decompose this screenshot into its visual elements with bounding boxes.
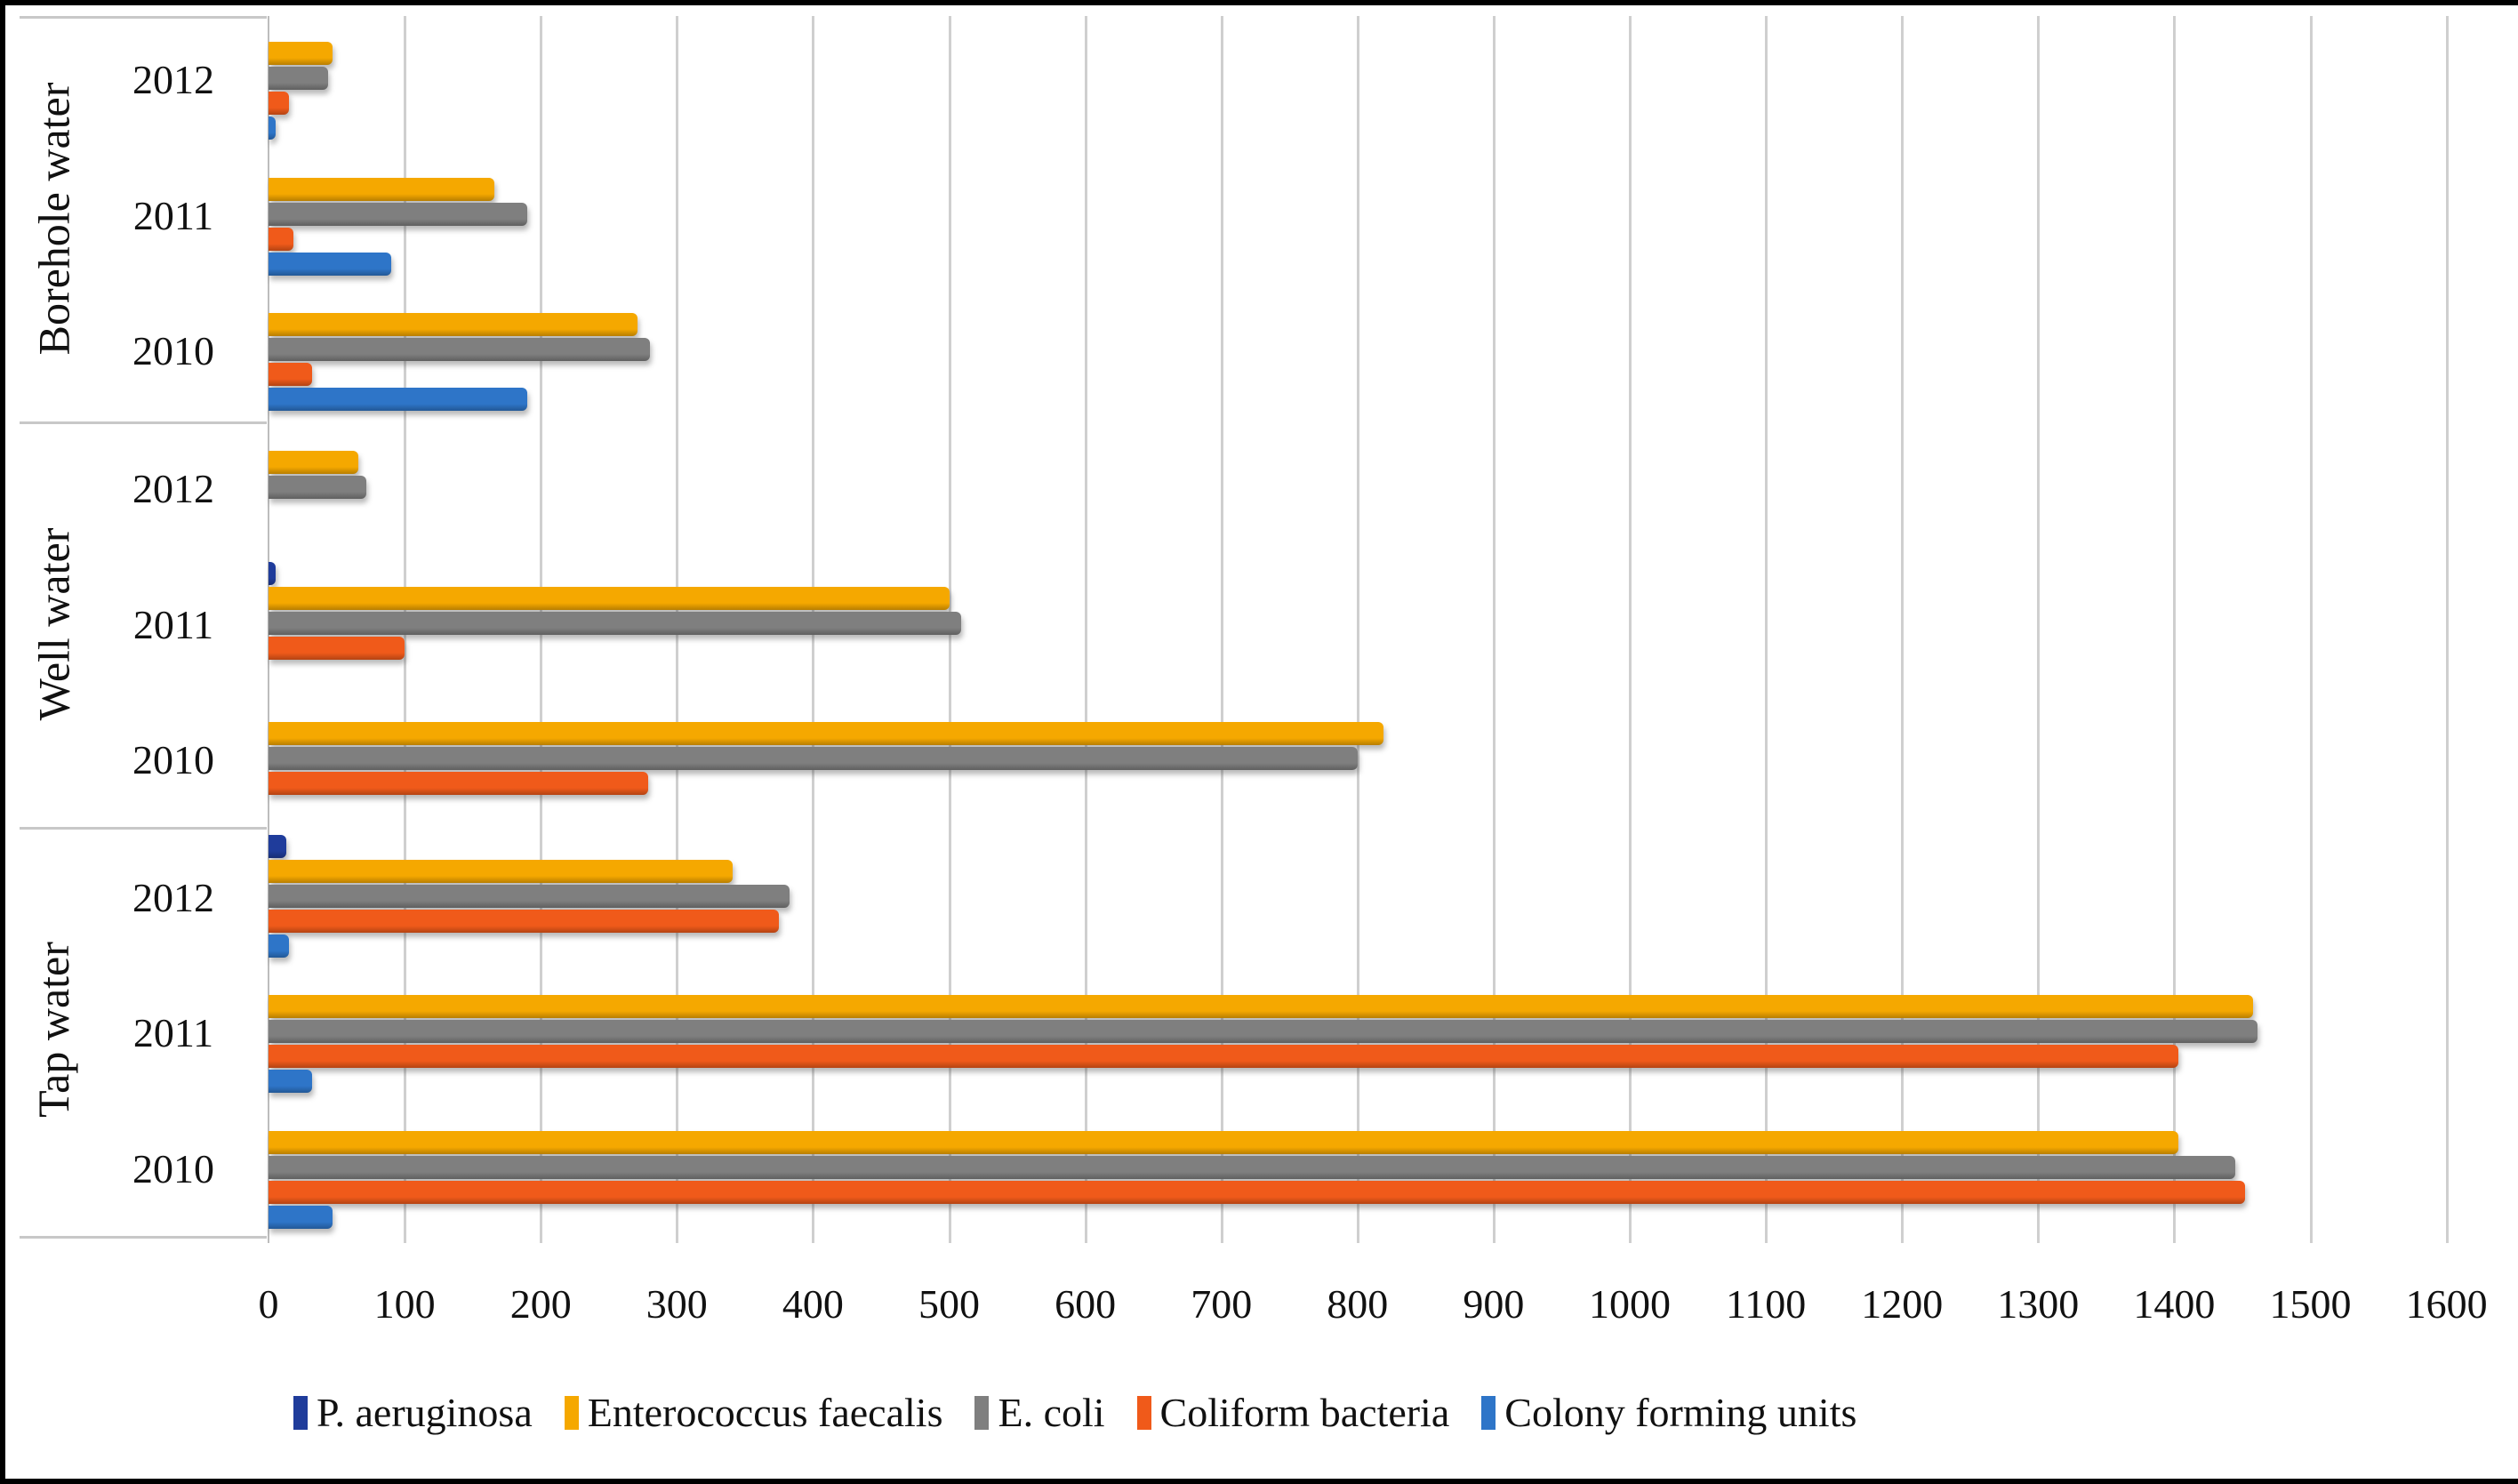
x-tick-label: 400 [782,1281,844,1327]
bar-coliform-bacteria [269,910,780,933]
bar-colony-forming-units [269,253,391,276]
bar-coliform-bacteria [269,772,649,795]
x-tick-label: 1500 [2269,1281,2352,1327]
legend-item-colony-forming-units: Colony forming units [1481,1389,1856,1436]
legend-label: Enterococcus faecalis [587,1390,943,1435]
bar-colony-forming-units [269,1070,312,1093]
legend-swatch-icon [974,1395,990,1430]
bar-e-coli [269,747,1358,770]
bar-e-coli [269,476,367,499]
legend-item-enterococcus-faecalis: Enterococcus faecalis [564,1389,943,1436]
bar-coliform-bacteria [269,1181,2245,1204]
year-label: 2012 [132,466,214,511]
bar-enterococcus-faecalis [269,587,950,610]
x-tick-label: 0 [258,1281,279,1327]
legend-item-p-aeruginosa: P. aeruginosa [293,1389,533,1436]
group-label-tap: Tap water [28,942,78,1118]
group-label-well: Well water [28,527,79,721]
x-tick-label: 1100 [1725,1281,1807,1327]
year-label: 2010 [132,1146,214,1191]
x-tick-label: 1400 [2133,1281,2216,1327]
gridline [1356,16,1359,1243]
x-tick-label: 900 [1463,1281,1525,1327]
legend-label: P. aeruginosa [317,1390,533,1435]
x-tick-label: 100 [373,1281,436,1327]
legend-item-e-coli: E. coli [974,1389,1105,1436]
bar-enterococcus-faecalis [269,451,359,474]
gridline [1220,16,1223,1243]
group-box-tap [20,827,267,1239]
bar-enterococcus-faecalis [269,178,495,201]
legend-swatch-icon [564,1395,579,1430]
gridline [2309,16,2313,1243]
x-tick-label: 800 [1327,1281,1389,1327]
bar-coliform-bacteria [269,1045,2178,1068]
x-tick-label: 1300 [1997,1281,2080,1327]
bar-enterococcus-faecalis [269,995,2254,1018]
x-tick-label: 500 [918,1281,980,1327]
year-label: 2010 [132,737,214,782]
year-label: 2011 [132,1010,214,1055]
bar-colony-forming-units [269,116,276,140]
legend-label: E. coli [998,1390,1105,1435]
bar-coliform-bacteria [269,637,405,660]
group-label-borehole: Borehole water [28,82,78,356]
gridline [2445,16,2449,1243]
image-border-left [0,0,5,1484]
bar-enterococcus-faecalis [269,722,1383,745]
bar-e-coli [269,612,962,635]
year-label: 2010 [132,328,214,373]
gridline [1084,16,1087,1243]
bar-e-coli [269,885,790,908]
bar-p-aeruginosa [269,562,276,585]
bar-e-coli [269,67,329,90]
x-tick-label: 1000 [1589,1281,1671,1327]
gridline [1901,16,1905,1243]
gridline [2037,16,2041,1243]
gridline [1629,16,1632,1243]
bar-colony-forming-units [269,935,289,958]
bar-enterococcus-faecalis [269,42,333,65]
legend-swatch-icon [1481,1395,1496,1430]
legend-item-coliform-bacteria: Coliform bacteria [1136,1389,1450,1436]
bar-coliform-bacteria [269,92,289,115]
x-tick-label: 300 [646,1281,708,1327]
bar-coliform-bacteria [269,228,293,251]
x-tick-label: 200 [509,1281,572,1327]
x-tick-label: 600 [1055,1281,1117,1327]
group-box-borehole [20,16,267,424]
legend-swatch-icon [293,1395,308,1430]
legend-swatch-icon [1136,1395,1151,1430]
gridline [1765,16,1768,1243]
x-tick-label: 1200 [1861,1281,1944,1327]
bar-e-coli [269,1020,2257,1043]
gridline [2173,16,2177,1243]
bar-e-coli [269,203,527,226]
bar-coliform-bacteria [269,363,312,386]
image-border-top [0,0,2518,5]
year-label: 2011 [132,602,214,647]
bar-colony-forming-units [269,1206,333,1229]
year-label: 2011 [132,193,214,238]
bar-enterococcus-faecalis [269,313,638,336]
year-label: 2012 [132,57,214,102]
group-box-well [20,421,267,830]
bar-colony-forming-units [269,388,527,411]
year-label: 2012 [132,875,214,920]
bar-e-coli [269,1156,2236,1179]
bar-enterococcus-faecalis [269,860,734,883]
legend-label: Coliform bacteria [1159,1390,1450,1435]
x-tick-label: 700 [1191,1281,1253,1327]
x-tick-label: 1600 [2405,1281,2488,1327]
gridline [1492,16,1496,1243]
bar-enterococcus-faecalis [269,1131,2178,1154]
legend-label: Colony forming units [1504,1390,1857,1435]
legend: P. aeruginosa Enterococcus faecalis E. c… [293,1389,1856,1436]
image-border-bottom [0,1479,2518,1484]
bar-p-aeruginosa [269,835,286,858]
bar-e-coli [269,338,650,361]
